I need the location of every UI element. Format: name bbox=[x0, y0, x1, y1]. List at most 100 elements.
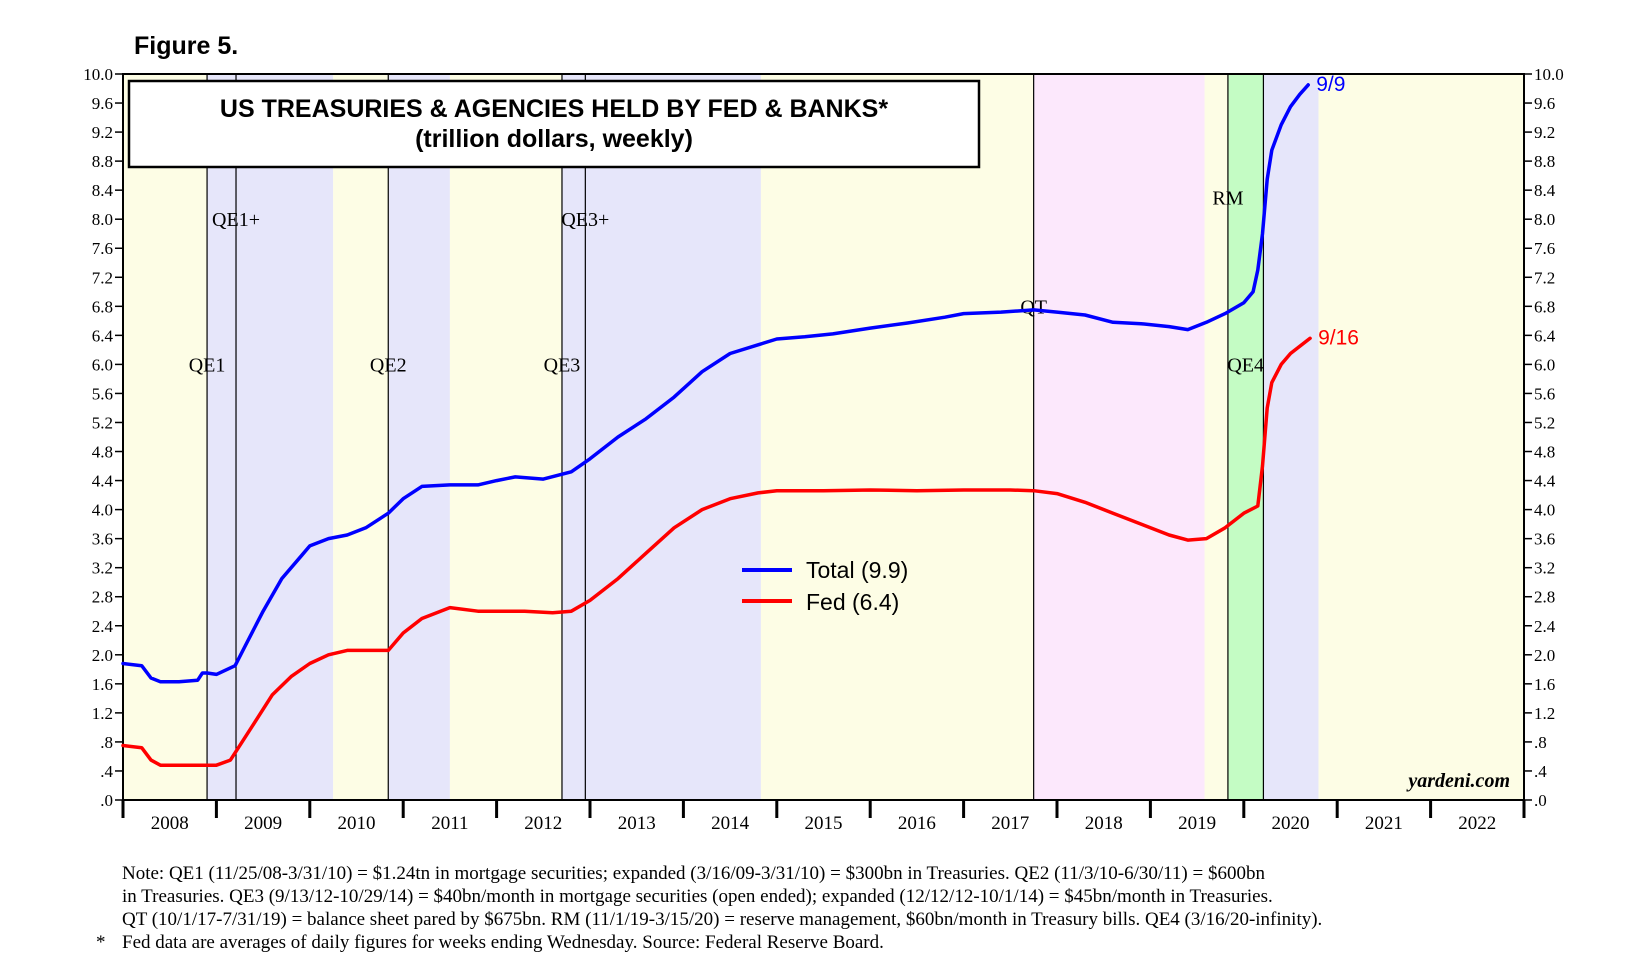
y-tick-label-right-15: 6.0 bbox=[1534, 355, 1555, 374]
shaded-period-9 bbox=[1227, 74, 1264, 800]
end-label-total: 9/9 bbox=[1316, 73, 1345, 96]
period-label-qe1-plus: QE1+ bbox=[212, 209, 260, 231]
y-tick-label-right-10: 4.0 bbox=[1534, 501, 1555, 520]
period-label-qe3: QE3 bbox=[544, 354, 581, 376]
y-tick-label-right-8: 3.2 bbox=[1534, 559, 1555, 578]
shaded-period-6 bbox=[760, 74, 1034, 800]
y-tick-label-left-14: 5.6 bbox=[92, 384, 113, 403]
x-tick-label-2013: 2013 bbox=[618, 813, 656, 834]
series-lines bbox=[121, 83, 1312, 767]
end-labels: 9/9 9/16 bbox=[1316, 73, 1359, 349]
y-tick-label-right-4: 1.6 bbox=[1534, 675, 1555, 694]
chart-title: US TREASURIES & AGENCIES HELD BY FED & B… bbox=[220, 95, 888, 123]
title-box: US TREASURIES & AGENCIES HELD BY FED & B… bbox=[127, 79, 981, 169]
x-tick-label-2014: 2014 bbox=[711, 813, 750, 834]
x-tick-label-2009: 2009 bbox=[244, 813, 282, 834]
x-axis: 2008 2009 2010 2011 2012 2013 2014 2015 2016 2017… bbox=[121, 800, 1526, 834]
y-tick-label-left-4: 1.6 bbox=[92, 675, 113, 694]
y-tick-label-right-2: .8 bbox=[1534, 733, 1547, 752]
x-tick-label-2016: 2016 bbox=[898, 813, 936, 834]
shaded-period-2 bbox=[333, 74, 389, 800]
plot-frame bbox=[122, 73, 1525, 801]
figure-label: Figure 5. bbox=[134, 32, 238, 60]
period-label-qt: QT bbox=[1020, 296, 1047, 318]
period-label-qe3-plus: QE3+ bbox=[561, 209, 609, 231]
x-tick-label-2012: 2012 bbox=[524, 813, 562, 834]
shaded-period-1 bbox=[207, 74, 334, 800]
chart-subtitle: (trillion dollars, weekly) bbox=[415, 125, 693, 153]
note-line-3: QT (10/1/17-7/31/19) = balance sheet par… bbox=[122, 909, 1323, 930]
shaded-period-0 bbox=[123, 74, 208, 800]
y-tick-label-left-9: 3.6 bbox=[92, 530, 113, 549]
title-box-border bbox=[127, 79, 981, 169]
shaded-period-8 bbox=[1204, 74, 1228, 800]
period-labels: QE1 QE1+ QE2 QE3 QE3+ QT RM QE4 bbox=[189, 187, 1264, 376]
y-tick-label-left-5: 2.0 bbox=[92, 646, 113, 665]
note-line-1: Note: QE1 (11/25/08-3/31/10) = $1.24tn i… bbox=[122, 863, 1265, 884]
y-tick-label-left-23: 9.2 bbox=[92, 123, 113, 142]
x-tick-label-2015: 2015 bbox=[805, 813, 843, 834]
y-tick-label-left-3: 1.2 bbox=[92, 704, 113, 723]
y-tick-label-right-9: 3.6 bbox=[1534, 530, 1555, 549]
source-mark: yardeni.com bbox=[1406, 770, 1510, 792]
x-tick-label-2010: 2010 bbox=[338, 813, 376, 834]
legend-label-total: Total (9.9) bbox=[806, 557, 908, 583]
y-tick-label-right-14: 5.6 bbox=[1534, 384, 1555, 403]
x-tick-label-2017: 2017 bbox=[991, 813, 1029, 834]
y-tick-label-left-1: .4 bbox=[100, 762, 113, 781]
y-tick-label-left-22: 8.8 bbox=[92, 152, 113, 171]
x-tick-label-2022: 2022 bbox=[1458, 813, 1496, 834]
y-tick-label-left-0: .0 bbox=[100, 791, 113, 810]
x-tick-label-2018: 2018 bbox=[1085, 813, 1123, 834]
period-label-qe2: QE2 bbox=[370, 354, 407, 376]
end-label-fed: 9/16 bbox=[1318, 326, 1359, 349]
y-tick-label-right-18: 7.2 bbox=[1534, 268, 1555, 287]
y-tick-label-right-16: 6.4 bbox=[1534, 326, 1556, 345]
period-label-qe1: QE1 bbox=[189, 354, 226, 376]
y-tick-label-left-17: 6.8 bbox=[92, 297, 113, 316]
y-tick-label-right-19: 7.6 bbox=[1534, 239, 1555, 258]
x-tick-label-2021: 2021 bbox=[1365, 813, 1403, 834]
y-tick-label-right-0: .0 bbox=[1534, 791, 1547, 810]
y-tick-label-left-24: 9.6 bbox=[92, 94, 113, 113]
y-tick-label-left-8: 3.2 bbox=[92, 559, 113, 578]
x-tick-label-2019: 2019 bbox=[1178, 813, 1216, 834]
y-tick-label-right-17: 6.8 bbox=[1534, 297, 1555, 316]
shaded-period-10 bbox=[1263, 74, 1319, 800]
y-tick-label-left-19: 7.6 bbox=[92, 239, 113, 258]
y-tick-label-right-1: .4 bbox=[1534, 762, 1547, 781]
y-tick-label-right-24: 9.6 bbox=[1534, 94, 1555, 113]
legend: Total (9.9) Fed (6.4) bbox=[742, 557, 908, 615]
y-tick-label-left-15: 6.0 bbox=[92, 355, 113, 374]
y-tick-label-right-3: 1.2 bbox=[1534, 704, 1555, 723]
y-tick-label-left-13: 5.2 bbox=[92, 413, 113, 432]
series-line-fed bbox=[121, 336, 1312, 767]
y-tick-label-right-20: 8.0 bbox=[1534, 210, 1555, 229]
period-label-qe4: QE4 bbox=[1227, 354, 1264, 376]
y-tick-label-right-22: 8.8 bbox=[1534, 152, 1555, 171]
y-tick-label-right-5: 2.0 bbox=[1534, 646, 1555, 665]
notes: Note: QE1 (11/25/08-3/31/10) = $1.24tn i… bbox=[90, 862, 1620, 954]
y-tick-label-right-12: 4.8 bbox=[1534, 443, 1555, 462]
shaded-periods bbox=[123, 74, 1524, 800]
y-tick-label-left-6: 2.4 bbox=[92, 617, 114, 636]
y-tick-label-right-11: 4.4 bbox=[1534, 472, 1556, 491]
footnote-mark: * bbox=[96, 932, 106, 953]
x-tick-label-2008: 2008 bbox=[151, 813, 189, 834]
y-axis-left: .0 .4 .8 1.2 1.6 2.0 2.4 2.8 3.2 3.6 4.0 4.4 4.8 5.2 5… bbox=[83, 65, 123, 810]
x-tick-label-2011: 2011 bbox=[431, 813, 468, 834]
y-tick-label-left-7: 2.8 bbox=[92, 588, 113, 607]
y-tick-label-left-12: 4.8 bbox=[92, 443, 113, 462]
y-tick-label-left-25: 10.0 bbox=[83, 65, 113, 84]
shaded-period-11 bbox=[1318, 74, 1524, 800]
y-tick-label-right-6: 2.4 bbox=[1534, 617, 1556, 636]
y-tick-label-left-2: .8 bbox=[100, 733, 113, 752]
note-line-2: in Treasuries. QE3 (9/13/12-10/29/14) = … bbox=[122, 886, 1273, 907]
legend-label-fed: Fed (6.4) bbox=[806, 589, 899, 615]
footnote: Fed data are averages of daily figures f… bbox=[122, 932, 884, 953]
chart: Figure 5. .0 .4 .8 1.2 1.6 2.0 2.4 2.8 3.2 3.6 4.0… bbox=[83, 32, 1564, 834]
y-tick-label-right-25: 10.0 bbox=[1534, 65, 1564, 84]
y-tick-label-left-18: 7.2 bbox=[92, 268, 113, 287]
y-tick-label-left-21: 8.4 bbox=[92, 181, 114, 200]
series-line-total bbox=[121, 83, 1310, 684]
